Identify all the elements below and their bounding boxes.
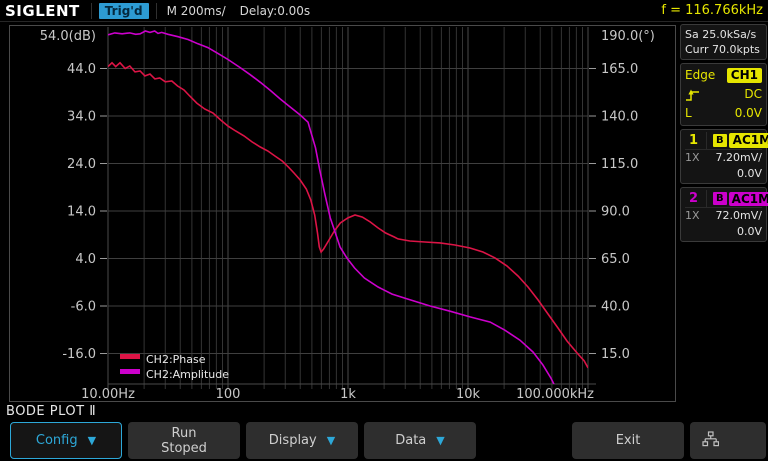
config-button-label: Config — [35, 433, 78, 448]
axis-tick-label-db: -16.0 — [62, 347, 96, 362]
softkey-menu-bar: Config ▼ Run Stoped Display ▼ Data ▼ Exi… — [0, 422, 768, 459]
axis-tick-label-db: 24.0 — [67, 157, 96, 172]
trigger-type-label: Edge — [685, 68, 716, 82]
trigger-source-badge: CH1 — [726, 68, 762, 83]
channel2-number: 2 — [685, 190, 708, 207]
rising-edge-icon — [685, 88, 701, 102]
exit-button-label: Exit — [615, 433, 641, 448]
memory-depth: Curr 70.0kpts — [685, 43, 760, 56]
axis-tick-label-deg: 90.0 — [601, 205, 630, 220]
dropdown-arrow-icon: ▼ — [436, 434, 445, 447]
channel1-probe: 1X — [685, 151, 700, 164]
curve-ch2-amplitude — [108, 30, 555, 384]
sample-rate: Sa 25.0kSa/s — [685, 28, 757, 41]
axis-tick-label-freq: 1k — [340, 387, 356, 401]
axis-tick-label-db: 4.0 — [75, 252, 96, 267]
channel2-offset: 0.0V — [736, 225, 762, 238]
axis-tick-label-freq: 100 — [216, 387, 241, 401]
display-button-label: Display — [268, 433, 317, 448]
data-button-label: Data — [395, 433, 427, 448]
exit-button[interactable]: Exit — [572, 422, 684, 459]
status-sidebar: Sa 25.0kSa/s Curr 70.0kpts Edge CH1 DC L… — [679, 24, 768, 417]
dropdown-arrow-icon: ▼ — [326, 434, 336, 447]
trigger-level-label: L — [685, 106, 692, 120]
legend-swatch — [120, 354, 140, 359]
channel2-bandwidth-badge: B — [713, 192, 727, 205]
axis-tick-label-deg: 65.0 — [601, 252, 630, 267]
axis-tick-label-deg: 15.0 — [601, 347, 630, 362]
delay-readout[interactable]: Delay:0.00s — [239, 3, 311, 18]
trigger-coupling: DC — [744, 87, 762, 101]
axis-tick-label-deg: 40.0 — [601, 300, 630, 315]
lan-utility-button[interactable] — [690, 422, 766, 459]
trigger-panel[interactable]: Edge CH1 DC L 0.0V — [680, 63, 767, 126]
axis-tick-label-deg: 190.0(°) — [601, 29, 655, 44]
frequency-counter-readout: f = 116.766kHz — [661, 3, 763, 18]
trigger-status-badge: Trig'd — [98, 2, 149, 19]
run-stop-button-state: Stoped — [161, 440, 207, 456]
top-status-bar: SIGLENT Trig'd M 200ms/ Delay:0.00s f = … — [0, 0, 768, 22]
acquisition-panel[interactable]: Sa 25.0kSa/s Curr 70.0kpts — [680, 24, 767, 60]
axis-tick-label-db: 14.0 — [67, 205, 96, 220]
run-stop-button-label: Run — [171, 425, 197, 441]
channel2-scale: 72.0mV/ — [715, 209, 762, 222]
axis-tick-label-freq: 100.000kHz — [516, 387, 594, 401]
axis-tick-label-db: 44.0 — [67, 62, 96, 77]
axis-tick-label-freq: 10.00Hz — [81, 387, 135, 401]
channel1-panel[interactable]: 1 B AC1M 1X 7.20mV/ 0.0V — [680, 129, 768, 184]
data-button[interactable]: Data ▼ — [364, 422, 476, 459]
bode-plot-area[interactable]: 54.0(dB) 190.0(°) 44.0 165.0 34.0 140.0 24.0 11… — [10, 26, 675, 401]
curve-ch2-phase — [108, 61, 588, 369]
dropdown-arrow-icon: ▼ — [87, 434, 97, 447]
timebase-readout[interactable]: M 200ms/ — [166, 3, 226, 18]
channel2-panel[interactable]: 2 B AC1M 1X 72.0mV/ 0.0V — [680, 187, 768, 242]
channel2-coupling-badge: AC1M — [728, 191, 768, 206]
axis-tick-label-db: -6.0 — [71, 300, 96, 315]
network-icon — [702, 430, 720, 451]
axis-tick-label-db: 34.0 — [67, 110, 96, 125]
channel2-probe: 1X — [685, 209, 700, 222]
bode-plot-widget[interactable]: 54.0(dB) 190.0(°) 44.0 165.0 34.0 140.0 24.0 11… — [9, 25, 676, 402]
channel1-coupling-badge: AC1M — [728, 133, 768, 148]
page-title: BODE PLOT Ⅱ — [6, 404, 97, 419]
axis-tick-label-deg: 140.0 — [601, 110, 638, 125]
axis-tick-label-freq: 10k — [456, 387, 481, 401]
axis-tick-label-deg: 165.0 — [601, 62, 638, 77]
config-button[interactable]: Config ▼ — [10, 422, 122, 459]
topbar-divider — [90, 2, 92, 19]
legend-label: CH2:Amplitude — [146, 368, 229, 381]
display-button[interactable]: Display ▼ — [246, 422, 358, 459]
legend-swatch — [120, 369, 140, 374]
legend-label: CH2:Phase — [146, 353, 206, 366]
siglent-logo: SIGLENT — [5, 1, 80, 20]
axis-tick-label-db: 54.0(dB) — [40, 29, 96, 44]
topbar-divider — [155, 2, 157, 19]
channel1-offset: 0.0V — [736, 167, 762, 180]
run-stop-button[interactable]: Run Stoped — [128, 422, 240, 459]
channel1-bandwidth-badge: B — [713, 134, 727, 147]
channel1-number: 1 — [685, 132, 708, 149]
axis-tick-label-deg: 115.0 — [601, 157, 638, 172]
channel1-scale: 7.20mV/ — [715, 151, 762, 164]
trigger-level-value: 0.0V — [734, 106, 762, 120]
